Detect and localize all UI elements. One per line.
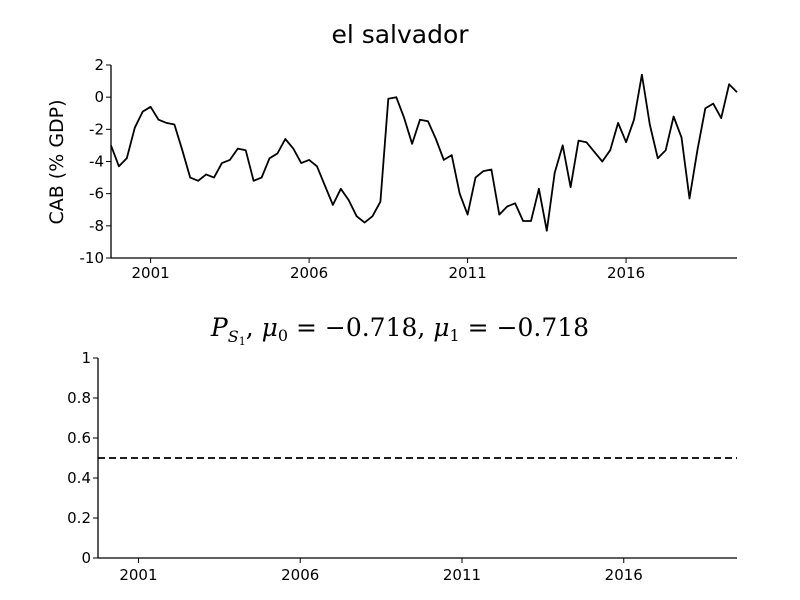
y-tick-label: 0.4 [67, 469, 91, 487]
y-ticks: 0 0.2 0.4 0.6 0.8 1 [67, 349, 98, 567]
series-line [110, 73, 738, 232]
axes [110, 65, 737, 259]
y-ticks: -10 -8 -6 -4 -2 0 2 [80, 56, 111, 267]
chart-title: el salvador [331, 20, 469, 49]
y-tick-label: -4 [89, 153, 104, 171]
y-axis-label: CAB (% GDP) [46, 99, 68, 224]
x-tick-label: 2001 [132, 264, 170, 282]
y-tick-label: -6 [89, 185, 104, 203]
y-tick-label: -8 [89, 217, 104, 235]
series-layer [110, 73, 738, 232]
x-tick-label: 2001 [119, 566, 157, 584]
chart-probability: PS1, μ0 = −0.718, μ1 = −0.718 2001 2006 20… [67, 313, 737, 584]
chart-title-2: PS1, μ0 = −0.718, μ1 = −0.718 [210, 313, 589, 348]
x-ticks: 2001 2006 2011 2016 [132, 258, 645, 282]
x-tick-label: 2011 [448, 264, 486, 282]
y-tick-label: 0.6 [67, 429, 91, 447]
x-tick-label: 2006 [290, 264, 328, 282]
y-tick-label: 1 [81, 349, 91, 367]
y-tick-label: 0.2 [67, 509, 91, 527]
y-tick-label: 0 [94, 88, 104, 106]
x-tick-label: 2006 [281, 566, 319, 584]
y-tick-label: 0.8 [67, 389, 91, 407]
y-tick-label: -10 [80, 249, 105, 267]
y-tick-label: 0 [81, 549, 91, 567]
y-tick-label: -2 [89, 120, 104, 138]
y-tick-label: 2 [94, 56, 104, 74]
x-ticks: 2001 2006 2011 2016 [119, 558, 643, 584]
x-tick-label: 2016 [605, 566, 643, 584]
x-tick-label: 2016 [607, 264, 645, 282]
x-tick-label: 2011 [443, 566, 481, 584]
chart-cab: el salvador CAB (% GDP) 2001 2006 2011 2016… [46, 20, 738, 282]
